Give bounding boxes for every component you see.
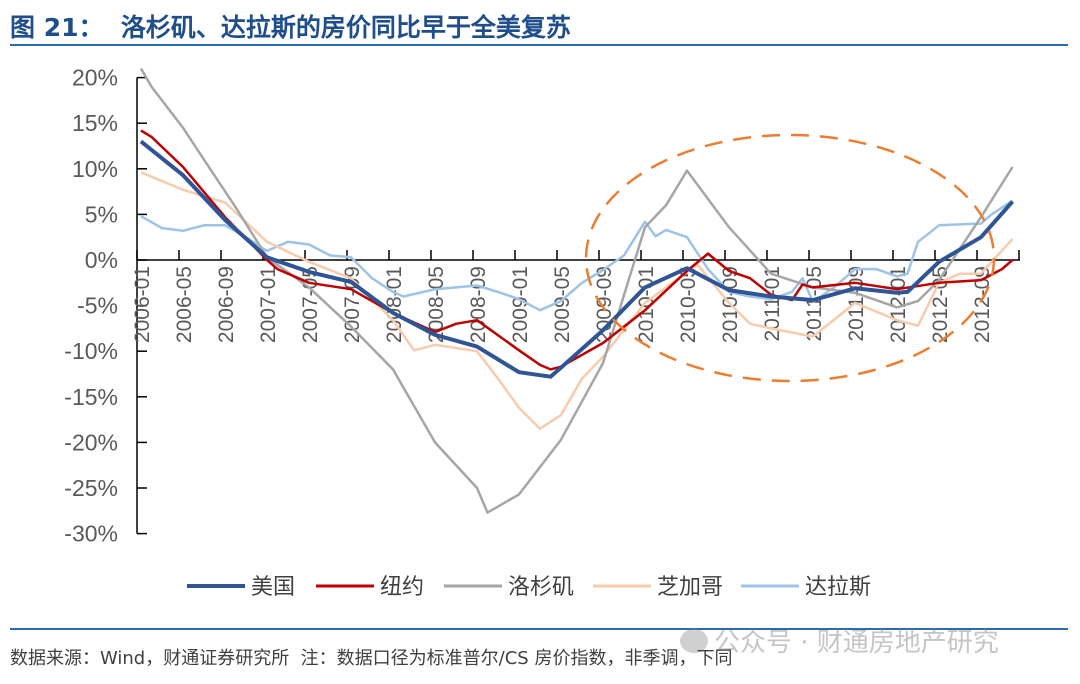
x-tick-label: 2008-05: [425, 266, 448, 343]
y-tick-label: -5%: [77, 293, 118, 319]
y-tick-label: 10%: [72, 156, 118, 182]
legend-item: 美国: [187, 574, 295, 599]
series-line-1: [140, 129, 1014, 371]
x-tick-label: 2011-01: [761, 266, 784, 342]
x-tick-label: 2006-05: [173, 266, 196, 343]
wechat-icon: [680, 628, 708, 653]
watermark-text: 公众号 · 财通房地产研究: [714, 628, 999, 658]
series-line-2: [139, 67, 1014, 514]
x-tick-label: 2012-01: [887, 266, 910, 343]
legend-label: 美国: [251, 574, 295, 599]
y-tick-label: 20%: [72, 65, 118, 91]
series-line-0: [139, 139, 1014, 379]
y-tick-label: -20%: [64, 429, 118, 455]
title-rule: [10, 44, 1068, 46]
x-tick-label: 2008-09: [467, 266, 490, 343]
legend-item: 芝加哥: [593, 574, 723, 599]
legend-label: 洛杉矶: [508, 574, 574, 599]
highlight-ellipse: [584, 133, 996, 383]
series-line-3: [140, 171, 1014, 430]
y-tick-label: -25%: [64, 475, 118, 501]
series-lines: [139, 67, 1014, 514]
x-tick-label: 2010-01: [635, 266, 658, 343]
watermark: 公众号 · 财通房地产研究: [680, 622, 999, 659]
y-tick-label: -10%: [64, 338, 118, 364]
x-tick-label: 2010-05: [677, 266, 700, 343]
y-axis: 20% 15% 10% 5% 0% -5% -10% -15% -20% -25% -30%: [64, 65, 147, 547]
y-tick-label: 15%: [72, 110, 118, 136]
x-tick-label: 2006-09: [215, 266, 238, 343]
x-tick-label: 2012-09: [971, 266, 994, 343]
legend-label: 芝加哥: [657, 574, 723, 599]
x-tick-label: 2007-09: [341, 266, 364, 343]
source-note: 数据来源：Wind，财通证券研究所 注：数据口径为标准普尔/CS 房价指数，非季…: [10, 648, 733, 669]
x-tick-label: 2009-01: [509, 266, 532, 343]
x-tick-label: 2007-01: [257, 266, 280, 343]
legend-item: 纽约: [316, 574, 424, 599]
x-tick-label: 2007-05: [299, 266, 322, 343]
y-tick-label: -15%: [64, 384, 118, 410]
legend-item: 达拉斯: [741, 574, 871, 599]
legend: 美国 纽约 洛杉矶 芝加哥 达拉斯: [187, 574, 871, 599]
y-tick-label: 0%: [85, 247, 118, 273]
x-tick-label: 2006-01: [131, 266, 154, 343]
series-line-4: [140, 199, 1014, 312]
line-chart: 20% 15% 10% 5% 0% -5% -10% -15% -20% -25% -30% 200…: [64, 65, 1020, 599]
legend-label: 纽约: [380, 574, 424, 599]
y-tick-label: 5%: [85, 201, 118, 227]
legend-label: 达拉斯: [805, 574, 871, 599]
y-tick-label: -30%: [64, 521, 118, 547]
x-axis: 2006-01 2006-05 2006-09 2007-01 2007-05 2007-…: [131, 250, 1020, 343]
figure-title: 图 21： 洛杉矶、达拉斯的房价同比早于全美复苏: [10, 13, 571, 42]
x-tick-label: 2008-01: [383, 266, 406, 343]
x-tick-label: 2009-05: [551, 266, 574, 343]
footer-rule: [10, 628, 1068, 630]
legend-item: 洛杉矶: [444, 574, 574, 599]
